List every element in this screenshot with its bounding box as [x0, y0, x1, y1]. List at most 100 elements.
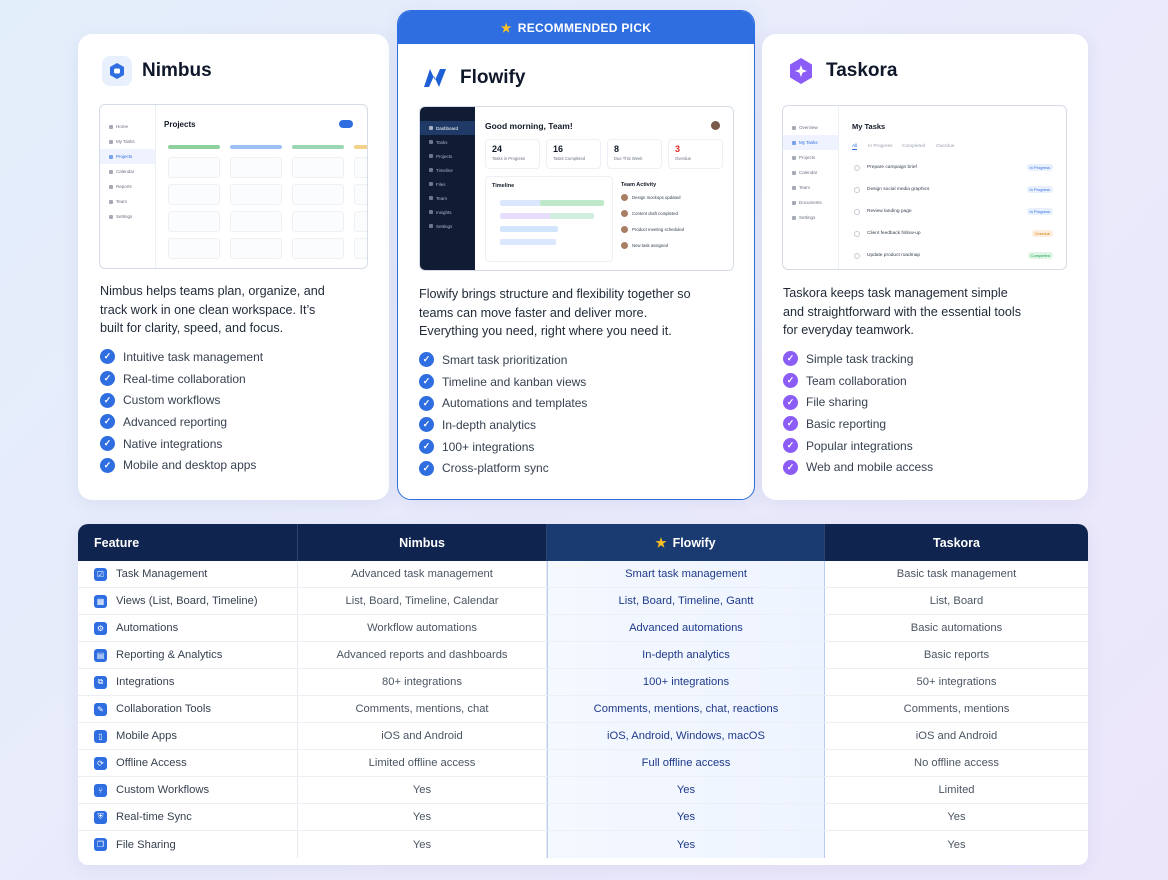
- table-cell: Advanced reports and dashboards: [298, 642, 547, 668]
- feature-item: ✓ Mobile and desktop apps: [100, 454, 263, 476]
- flowify-feature-list: ✓ Smart task prioritization ✓ Timeline and …: [419, 349, 587, 479]
- feature-label: Timeline and kanban views: [442, 374, 587, 389]
- workflow-icon: ⑂: [94, 783, 107, 797]
- preview-nav-icon: [429, 210, 433, 214]
- feature-item: ✓ Automations and templates: [419, 392, 587, 414]
- feature-label: Advanced reporting: [123, 414, 228, 429]
- reporting-icon: ▤: [94, 648, 107, 662]
- table-cell: ▦ Views (List, Board, Timeline): [78, 588, 298, 614]
- board-card: [168, 238, 220, 259]
- status-badge: Overdue: [1031, 230, 1053, 237]
- table-cell: ▯ Mobile Apps: [78, 723, 298, 749]
- table-cell: In-depth analytics: [547, 642, 825, 668]
- feature-label: File sharing: [806, 395, 869, 410]
- star-icon: ★: [500, 20, 512, 35]
- check-icon: ✓: [100, 349, 115, 365]
- star-icon: ★: [655, 536, 667, 550]
- recommended-banner: ★ RECOMMENDED PICK: [398, 11, 754, 44]
- table-cell: iOS, Android, Windows, macOS: [547, 723, 825, 749]
- preview-sidebar-label: Settings: [799, 215, 816, 220]
- preview-nav-icon: [109, 184, 113, 189]
- mobile-icon: ▯: [94, 729, 107, 743]
- stat-label: Overdue: [675, 156, 692, 161]
- table-cell: List, Board, Timeline, Calendar: [298, 588, 547, 614]
- table-row: ✎ Collaboration Tools Comments, mentions, …: [78, 696, 1088, 723]
- avatar: [711, 121, 720, 130]
- avatar: [621, 242, 628, 249]
- preview-nav-icon: [109, 169, 113, 174]
- collaboration-icon: ✎: [94, 702, 107, 716]
- header-feature: Feature: [78, 524, 298, 561]
- table-header: Feature Nimbus ★ Flowify Taskora: [78, 524, 1088, 561]
- taskora-brand: Taskora: [786, 56, 897, 86]
- stat-label: Tasks in Progress: [492, 156, 526, 161]
- taskora-preview-sidebar: Overview My Tasks Projects Calendar Team Docu…: [783, 106, 839, 269]
- task-name: Design social media graphics: [867, 187, 930, 192]
- feature-item: ✓ Intuitive task management: [100, 346, 263, 368]
- check-icon: ✓: [419, 439, 434, 455]
- board-card: [230, 157, 282, 178]
- stat-card: 3 Overdue: [668, 139, 723, 169]
- stat-card: 16 Tasks Completed: [546, 139, 601, 169]
- offline-icon: ⟳: [94, 756, 107, 770]
- check-icon: ✓: [100, 414, 115, 430]
- table-cell: List, Board: [929, 595, 984, 607]
- preview-sidebar-label: Calendar: [799, 170, 818, 175]
- board-card: [354, 157, 367, 178]
- table-cell: iOS and Android: [298, 723, 547, 749]
- preview-sidebar-item: Tasks: [420, 135, 475, 149]
- task-name: Update product roadmap: [867, 253, 921, 258]
- flowify-preview-timeline: Timeline: [485, 176, 613, 262]
- preview-nav-icon: [792, 140, 796, 145]
- preview-sidebar-item: Reports: [100, 179, 155, 194]
- board-card: [292, 157, 344, 178]
- taskora-preview: Overview My Tasks Projects Calendar Team Docu…: [782, 105, 1067, 270]
- feature-item: ✓ Advanced reporting: [100, 411, 263, 433]
- stat-card: 24 Tasks in Progress: [485, 139, 540, 169]
- table-cell: Yes: [947, 838, 966, 851]
- preview-sidebar-item: Team: [783, 180, 838, 195]
- preview-nav-icon: [792, 125, 796, 130]
- table-cell: No offline access: [914, 757, 999, 769]
- feature-item: ✓ Timeline and kanban views: [419, 371, 587, 393]
- feature-name: Integrations: [116, 676, 175, 688]
- table-cell: Limited offline access: [298, 750, 547, 776]
- preview-sidebar-label: Reports: [116, 184, 132, 189]
- table-cell: ⟳ Offline Access: [78, 750, 298, 776]
- feature-label: Custom workflows: [123, 393, 221, 408]
- table-cell: Full offline access: [547, 750, 825, 776]
- avatar: [621, 226, 628, 233]
- header-taskora: Taskora: [932, 535, 980, 550]
- table-row: ☑ Task Management Advanced task management…: [78, 561, 1088, 588]
- table-row: ❐ File Sharing Yes Yes Yes: [78, 831, 1088, 858]
- feature-label: Cross-platform sync: [442, 461, 549, 476]
- check-icon: ✓: [783, 351, 798, 367]
- stat-value: 16: [553, 144, 564, 154]
- flowify-preview-sidebar: Dashboard Tasks Projects Timeline Files Team I…: [420, 107, 475, 270]
- preview-nav-icon: [792, 170, 796, 175]
- feature-label: Web and mobile access: [806, 460, 934, 475]
- board-card: [354, 211, 367, 232]
- check-icon: ✓: [783, 373, 798, 389]
- table-cell: 100+ integrations: [547, 669, 825, 695]
- preview-sidebar-label: Settings: [436, 223, 453, 229]
- feature-name: Custom Workflows: [116, 784, 210, 796]
- feature-item: ✓ Native integrations: [100, 433, 263, 455]
- feature-item: ✓ Cross-platform sync: [419, 457, 587, 479]
- feature-label: Real-time collaboration: [123, 371, 246, 386]
- table-cell: Yes: [547, 831, 825, 858]
- preview-sidebar-label: Calendar: [116, 169, 135, 174]
- feature-item: ✓ Basic reporting: [783, 413, 933, 435]
- table-cell: Comments, mentions: [903, 703, 1010, 715]
- preview-nav-icon: [109, 124, 113, 129]
- feature-name: Offline Access: [116, 757, 187, 769]
- check-icon: ✓: [419, 417, 434, 433]
- activity-text: Product meeting scheduled: [632, 227, 685, 232]
- board-card: [168, 211, 220, 232]
- preview-sidebar-item: Team: [420, 191, 475, 205]
- task-checkbox: [854, 209, 860, 215]
- preview-nav-icon: [109, 154, 113, 159]
- table-cell: Comments, mentions, chat: [298, 696, 547, 722]
- task-checkbox: [854, 187, 860, 193]
- feature-label: Team collaboration: [806, 373, 907, 388]
